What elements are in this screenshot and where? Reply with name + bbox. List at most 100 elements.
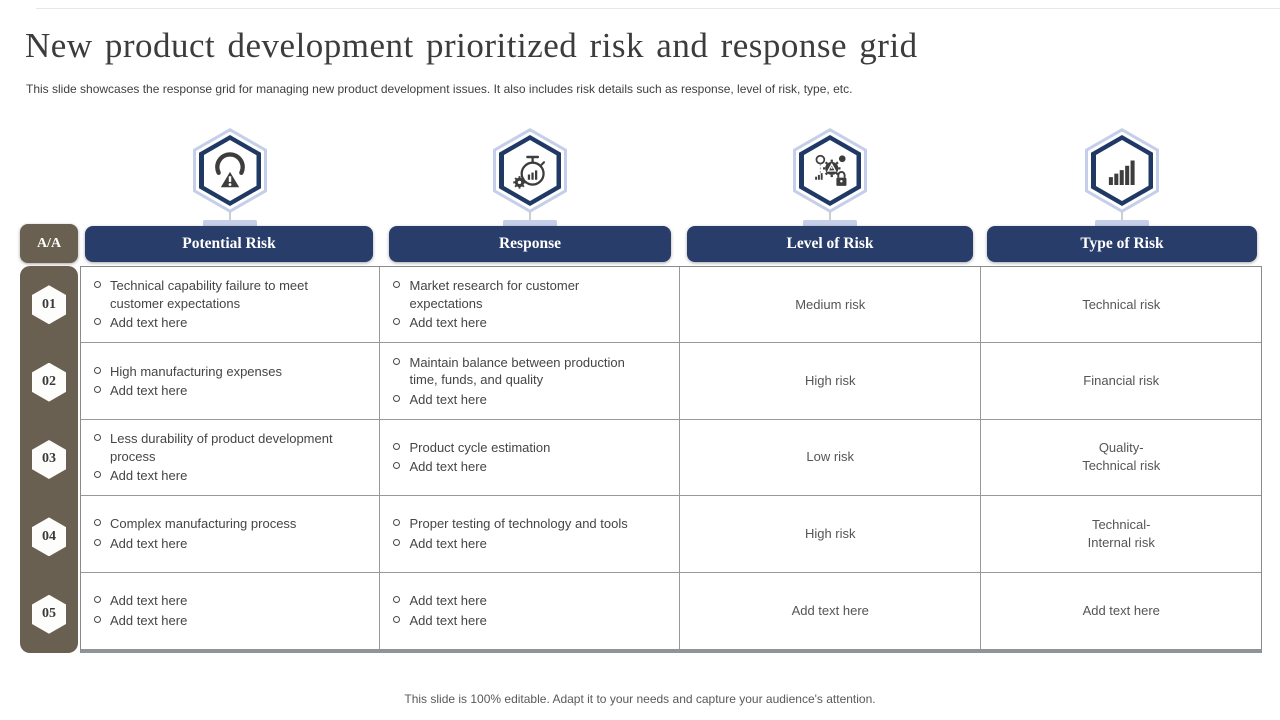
potential-risk-cell[interactable]: Complex manufacturing process Add text he… [81,496,381,572]
bullet-item: Add text here [94,467,352,485]
row-number-hexagon: 01 [32,285,66,325]
response-cell[interactable]: Add text here Add text here [380,572,680,649]
circle-bullet-icon [393,318,401,326]
response-text: Proper testing of technology and tools [409,516,628,532]
potential-risk-text: Add text here [110,383,188,399]
bullet-item: Proper testing of technology and tools [393,515,628,533]
column-header-type-of-risk[interactable]: Type of Risk [987,226,1257,262]
risk-type-cell[interactable]: Technical risk [981,267,1261,342]
risk-type-cell[interactable]: Quality- Technical risk [981,420,1261,495]
connector-stub [1095,220,1149,227]
stopwatch-gear-hexagon[interactable] [493,128,567,213]
row-number-strip: 01 02 03 04 05 [20,266,78,653]
risk-level-value: High risk [804,373,856,389]
risk-type-value: Technical- Internal risk [1087,516,1155,550]
bullet-list: Less durability of product development p… [94,428,352,487]
hexagon-ring [1085,128,1159,213]
circle-bullet-icon [94,434,101,442]
table-row: High manufacturing expenses Add text here… [81,343,1261,420]
bullet-list: Market research for customer expectation… [393,275,651,334]
potential-risk-cell[interactable]: Technical capability failure to meet cus… [81,267,381,343]
risk-level-value: Medium risk [795,296,866,312]
response-text: Add text here [409,459,487,475]
response-cell[interactable]: Product cycle estimation Add text here [380,419,680,496]
circle-bullet-icon [94,615,101,623]
bullet-item: Add text here [94,314,352,332]
response-cell[interactable]: Maintain balance between production time… [380,343,680,419]
response-text: Product cycle estimation [409,439,551,455]
risk-gauge-hexagon[interactable] [193,128,267,213]
bullet-list: Proper testing of technology and tools Ad… [393,513,628,554]
circle-bullet-icon [393,519,401,527]
response-cell[interactable]: Market research for customer expectation… [380,267,680,343]
potential-risk-text: Add text here [110,535,188,551]
growth-bars-hexagon[interactable] [1085,128,1159,213]
secure-process-icon [815,154,847,186]
risk-level-cell[interactable]: High risk [680,496,982,572]
bullet-item: Add text here [94,382,282,400]
page-title[interactable]: New product development prioritized risk… [25,26,918,65]
bullet-item: Market research for customer expectation… [393,277,651,312]
bullet-list: Maintain balance between production time… [393,352,651,411]
bullet-item: Technical capability failure to meet cus… [94,277,352,312]
bullet-item: Add text here [393,391,651,409]
risk-type-value: Quality- Technical risk [1082,440,1161,474]
row-number-hexagon: 05 [32,594,66,634]
footer-note[interactable]: This slide is 100% editable. Adapt it to… [404,692,876,706]
risk-level-cell[interactable]: High risk [680,343,982,419]
circle-bullet-icon [393,615,401,623]
risk-type-cell[interactable]: Add text here [981,573,1261,649]
table-row: Less durability of product development p… [81,419,1261,497]
response-cell[interactable]: Proper testing of technology and tools Ad… [380,496,680,572]
page-subtitle[interactable]: This slide showcases the response grid f… [26,82,853,96]
response-text: Add text here [409,391,487,407]
connector-line [529,210,531,228]
circle-bullet-icon [94,318,101,326]
risk-level-value: Low risk [806,449,855,465]
circle-bullet-icon [393,462,401,470]
risk-level-cell[interactable]: Medium risk [680,267,982,343]
risk-type-value: Technical risk [1082,296,1161,312]
potential-risk-text: Add text here [110,315,188,331]
potential-risk-cell[interactable]: Less durability of product development p… [81,419,381,496]
bullet-list: Add text here Add text here [393,590,487,631]
lock-icon [836,170,847,186]
column-header-level-of-risk[interactable]: Level of Risk [687,226,973,262]
row-number: 05 [42,606,56,622]
circle-bullet-icon [393,596,401,604]
circle-bullet-icon [393,394,401,402]
response-text: Add text here [409,535,487,551]
risk-type-cell[interactable]: Financial risk [981,343,1261,418]
circle-bullet-icon [94,386,101,394]
circle-bullet-icon [94,366,101,374]
potential-risk-text: High manufacturing expenses [110,363,282,379]
risk-type-value: Add text here [1082,602,1160,618]
circle-bullet-icon [393,357,401,365]
bullet-item: Add text here [393,535,627,553]
risk-level-cell[interactable]: Add text here [680,572,982,649]
potential-risk-cell[interactable]: High manufacturing expenses Add text here [81,343,381,419]
row-number: 03 [42,451,56,467]
row-number: 02 [42,374,56,390]
column-header-response[interactable]: Response [389,226,671,262]
bullet-item: Add text here [94,592,187,610]
hexagon-ring [493,128,567,213]
secure-process-hexagon[interactable] [793,128,867,213]
risk-level-cell[interactable]: Low risk [680,419,982,496]
connector-line [829,210,831,228]
risk-level-value: Add text here [791,602,869,618]
connector-line [229,210,231,228]
risk-type-cell[interactable]: Technical- Internal risk [981,496,1261,571]
column-header-potential-risk[interactable]: Potential Risk [85,226,373,262]
corner-header[interactable]: A/A [20,224,78,263]
table-row: Technical capability failure to meet cus… [81,267,1261,344]
potential-risk-cell[interactable]: Add text here Add text here [81,572,381,649]
row-number: 01 [42,296,56,312]
bullet-item: Less durability of product development p… [94,430,352,465]
bullet-item: Add text here [393,612,487,630]
row-number-hexagon: 02 [32,362,66,402]
table-row: Complex manufacturing process Add text he… [81,496,1261,573]
bullet-item: Product cycle estimation [393,439,550,457]
row-number-slot: 04 [20,498,78,575]
